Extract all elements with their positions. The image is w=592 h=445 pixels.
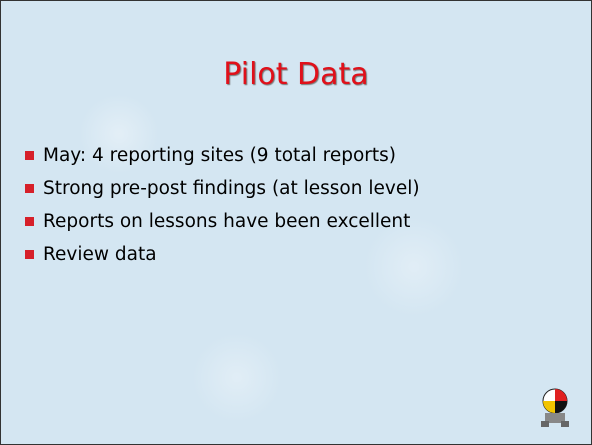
bullet-icon: [25, 250, 34, 259]
logo: [541, 388, 569, 427]
bullet: Strong pre-post findings (at lesson leve…: [25, 172, 420, 205]
bullet-icon: [25, 184, 34, 193]
bullet: Reports on lessons have been excellent: [25, 205, 420, 238]
bullet-text: Reports on lessons have been excellent: [43, 211, 411, 232]
bullet-icon: [25, 151, 34, 160]
bullet-list: May: 4 reporting sites (9 total reports)…: [25, 139, 420, 271]
bullet-text: May: 4 reporting sites (9 total reports): [43, 145, 396, 166]
bullet-icon: [25, 217, 34, 226]
bullet: Review data: [25, 238, 420, 271]
bullet: May: 4 reporting sites (9 total reports): [25, 139, 420, 172]
bullet-text: Review data: [43, 244, 157, 265]
slide-title: Pilot Data: [223, 57, 369, 92]
bullet-text: Strong pre-post findings (at lesson leve…: [43, 178, 420, 199]
